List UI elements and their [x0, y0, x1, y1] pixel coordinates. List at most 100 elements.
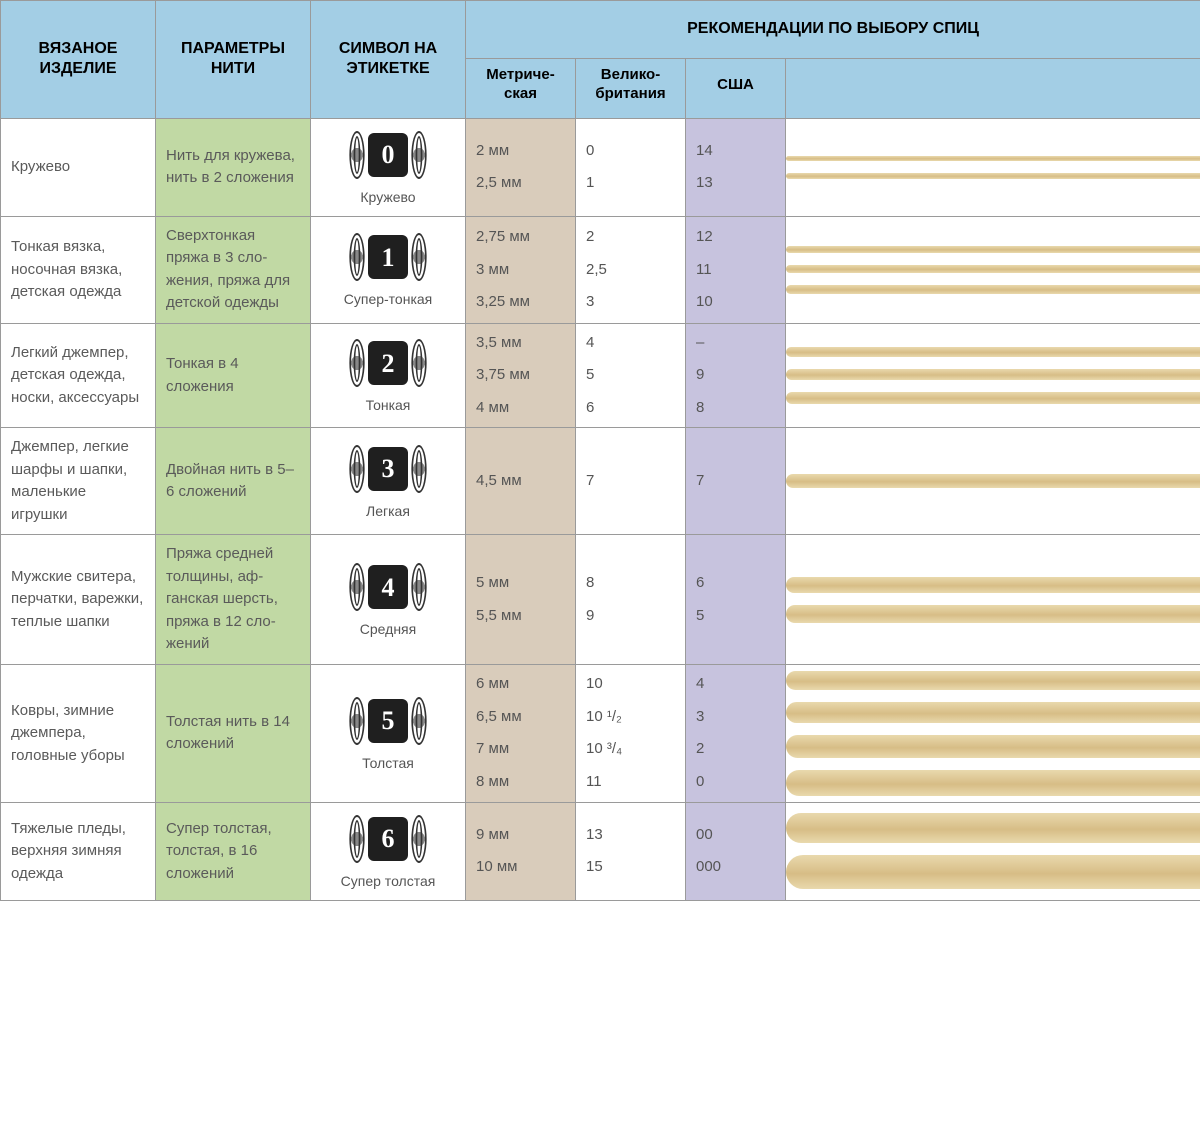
cell-thread: Тонкая в 4 сложения [156, 323, 311, 428]
metric-value: 2,5 мм [476, 172, 565, 195]
yarn-weight-icon: 0 [348, 127, 428, 183]
cell-product: Мужские сви­тера, перчатки, варежки, теп… [1, 535, 156, 665]
cell-needles-visual [786, 664, 1200, 802]
cell-product: Ковры, зимние джемпера, головные уборы [1, 664, 156, 802]
needle-icon [786, 246, 1200, 253]
cell-product: Тонкая вязка, носочная вязка, детская од… [1, 216, 156, 323]
uk-value: 5 [586, 364, 675, 387]
header-thread: ПАРАМЕТРЫ НИТИ [156, 1, 311, 119]
uk-value: 2,5 [586, 259, 675, 282]
uk-value: 6 [586, 397, 675, 420]
metric-value: 3,25 мм [476, 291, 565, 314]
usa-value: 9 [696, 364, 775, 387]
needle-icon [786, 735, 1200, 758]
metric-value: 6,5 мм [476, 706, 565, 729]
metric-value: 6 мм [476, 673, 565, 696]
yarn-weight-icon: 2 [348, 335, 428, 391]
uk-value: 10 ¹/₂ [586, 706, 675, 729]
cell-thread: Супер толстая, толстая, в 16 сложений [156, 802, 311, 900]
metric-value: 3 мм [476, 259, 565, 282]
metric-value: 2,75 мм [476, 226, 565, 249]
cell-metric: 3,5 мм3,75 мм4 мм [466, 323, 576, 428]
cell-usa: 7 [686, 428, 786, 535]
usa-value: 2 [696, 738, 775, 761]
yarn-weight-number: 5 [368, 699, 408, 743]
cell-symbol: 3 Легкая [311, 428, 466, 535]
metric-value: 8 мм [476, 771, 565, 794]
cell-thread: Сверхтонкая пряжа в 3 сло­жения, пряжа д… [156, 216, 311, 323]
yarn-weight-icon: 5 [348, 693, 428, 749]
header-needles-visual [786, 58, 1200, 118]
usa-value: 7 [696, 470, 775, 493]
cell-uk: 7 [576, 428, 686, 535]
cell-thread: Двойная нить в 5–6 сложений [156, 428, 311, 535]
needle-icon [786, 347, 1200, 357]
uk-value: 3 [586, 291, 675, 314]
uk-value: 9 [586, 605, 675, 628]
yarn-weight-number: 0 [368, 133, 408, 177]
metric-value: 9 мм [476, 824, 565, 847]
yarn-weight-label: Кружево [360, 187, 415, 208]
usa-value: 00 [696, 824, 775, 847]
needle-icon [786, 265, 1200, 273]
metric-value: 5 мм [476, 572, 565, 595]
yarn-weight-number: 2 [368, 341, 408, 385]
usa-value: 6 [696, 572, 775, 595]
cell-uk: 4 5 6 [576, 323, 686, 428]
cell-metric: 4,5 мм [466, 428, 576, 535]
header-metric: Метриче­ская [466, 58, 576, 118]
usa-value: 14 [696, 140, 775, 163]
table-row: Ковры, зимние джемпера, головные уборыТо… [1, 664, 1200, 802]
needle-size-table: ВЯЗАНОЕ ИЗДЕЛИЕ ПАРАМЕТРЫ НИТИ СИМВОЛ НА… [0, 0, 1200, 901]
header-recommendations: РЕКОМЕНДАЦИИ ПО ВЫБОРУ СПИЦ [466, 1, 1200, 59]
yarn-weight-number: 3 [368, 447, 408, 491]
cell-metric: 2,75 мм 3 мм 3,25 мм [466, 216, 576, 323]
header-symbol: СИМВОЛ НА ЭТИКЕТКЕ [311, 1, 466, 119]
needle-icon [786, 369, 1200, 380]
metric-value: 10 мм [476, 856, 565, 879]
cell-product: Джемпер, легкие шарфы и шап­ки, маленьки… [1, 428, 156, 535]
cell-metric: 2 мм 2,5 мм [466, 118, 576, 216]
usa-value: 11 [696, 259, 775, 282]
metric-value: 5,5 мм [476, 605, 565, 628]
usa-value: 10 [696, 291, 775, 314]
uk-value: 7 [586, 470, 675, 493]
cell-uk: 01 [576, 118, 686, 216]
uk-value: 10 ³/₄ [586, 738, 675, 761]
uk-value: 11 [586, 771, 675, 794]
yarn-weight-icon: 6 [348, 811, 428, 867]
cell-needles-visual [786, 428, 1200, 535]
needle-icon [786, 285, 1200, 294]
metric-value: 3,5 мм [476, 332, 565, 355]
usa-value: 0 [696, 771, 775, 794]
yarn-weight-label: Тонкая [366, 395, 411, 416]
yarn-weight-label: Толстая [362, 753, 414, 774]
cell-uk: 10 10 ¹/₂ 10 ³/₄ 11 [576, 664, 686, 802]
metric-value: 2 мм [476, 140, 565, 163]
yarn-weight-number: 6 [368, 817, 408, 861]
cell-thread: Нить для круже­ва, нить в 2 сло­жения [156, 118, 311, 216]
cell-needles-visual [786, 535, 1200, 665]
metric-value: 4,5 мм [476, 470, 565, 493]
table-row: Тяжелые пледы, верхняя зимняя одеждаСупе… [1, 802, 1200, 900]
cell-uk: 89 [576, 535, 686, 665]
uk-value: 0 [586, 140, 675, 163]
needle-icon [786, 577, 1200, 593]
yarn-weight-icon: 1 [348, 229, 428, 285]
usa-value: 4 [696, 673, 775, 696]
uk-value: 10 [586, 673, 675, 696]
cell-product: Легкий джем­пер, детская одежда, носки, … [1, 323, 156, 428]
cell-usa: 65 [686, 535, 786, 665]
cell-needles-visual [786, 118, 1200, 216]
needle-icon [786, 156, 1200, 161]
yarn-weight-label: Средняя [360, 619, 416, 640]
cell-symbol: 1 Супер-тонкая [311, 216, 466, 323]
yarn-weight-label: Супер-тонкая [344, 289, 433, 310]
uk-value: 4 [586, 332, 675, 355]
cell-thread: Толстая нить в 14 сложений [156, 664, 311, 802]
header-usa: США [686, 58, 786, 118]
metric-value: 4 мм [476, 397, 565, 420]
usa-value: 12 [696, 226, 775, 249]
cell-usa: 1413 [686, 118, 786, 216]
cell-product: Кружево [1, 118, 156, 216]
